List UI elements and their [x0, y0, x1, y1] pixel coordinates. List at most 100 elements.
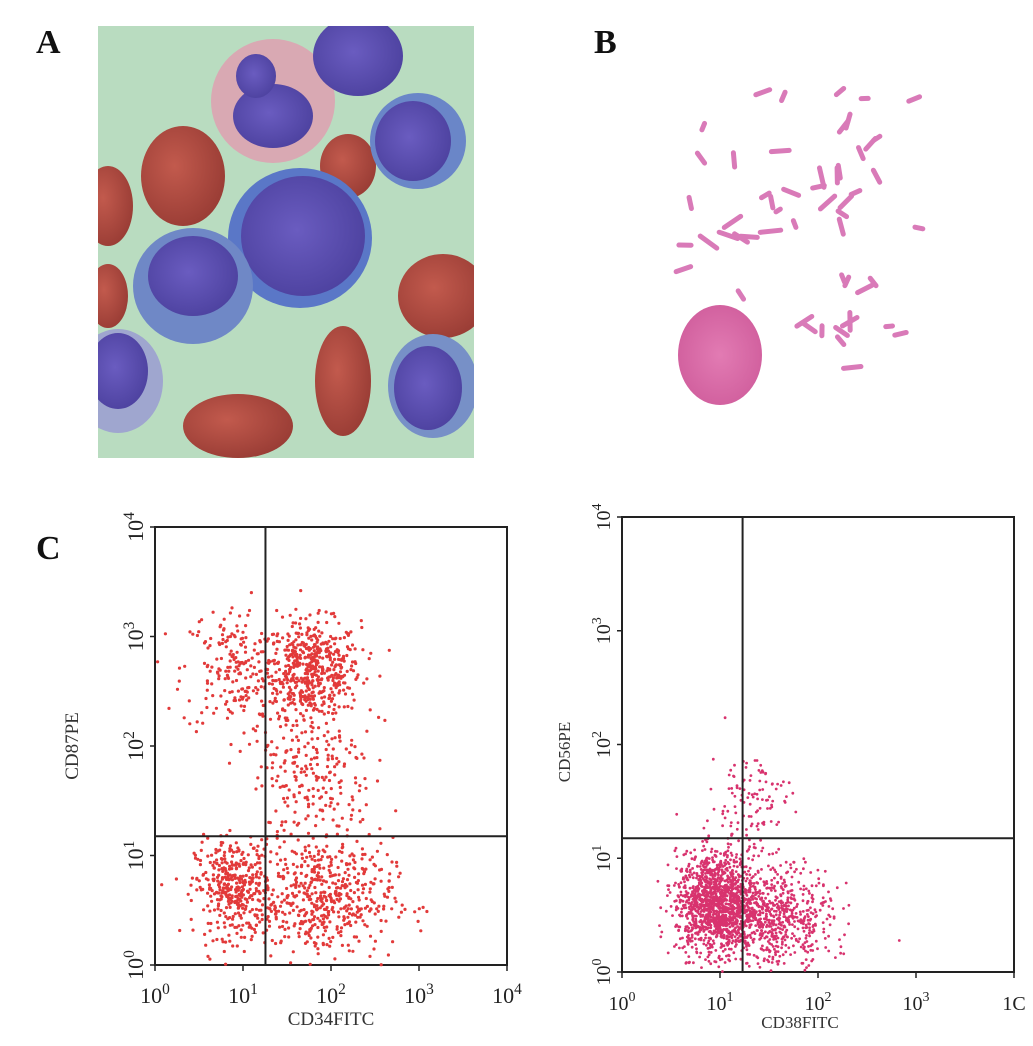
event-dot	[747, 964, 751, 968]
event-dot	[228, 665, 232, 669]
event-dot	[691, 918, 695, 922]
x-tick-label: 1C	[1002, 993, 1025, 1015]
event-dot	[301, 650, 305, 654]
event-dot	[737, 908, 740, 912]
event-dot	[818, 908, 822, 912]
event-dot	[242, 704, 247, 709]
event-dot	[308, 962, 312, 966]
interphase-nucleus	[678, 305, 762, 405]
event-dot	[312, 870, 317, 874]
event-dot	[351, 798, 355, 802]
event-dot	[331, 747, 335, 751]
event-dot	[261, 703, 265, 708]
event-dot	[303, 886, 307, 890]
event-dot	[335, 886, 339, 890]
event-dot	[739, 882, 743, 886]
event-dot	[747, 890, 751, 894]
event-dot	[261, 931, 265, 935]
event-dot	[731, 939, 735, 943]
event-dot	[805, 934, 808, 937]
event-dot	[760, 868, 763, 871]
event-dot	[287, 685, 291, 690]
event-dot	[317, 863, 321, 867]
event-dot	[347, 873, 351, 877]
event-dot	[329, 787, 333, 791]
event-dot	[310, 912, 314, 916]
event-dot	[204, 870, 208, 875]
event-dot	[220, 857, 224, 862]
event-dot	[341, 842, 345, 846]
event-dot	[733, 794, 737, 798]
event-dot	[274, 651, 278, 656]
event-dot	[684, 906, 688, 910]
event-dot	[217, 677, 221, 681]
event-dot	[342, 636, 346, 640]
event-dot	[311, 802, 315, 806]
event-dot	[688, 875, 692, 879]
event-dot	[716, 879, 719, 883]
event-dot	[717, 863, 721, 867]
event-dot	[335, 676, 339, 680]
event-dot	[718, 915, 721, 919]
event-dot	[761, 798, 764, 801]
event-dot	[345, 878, 350, 882]
event-dot	[301, 714, 305, 718]
event-dot	[724, 920, 727, 923]
event-dot	[755, 910, 758, 914]
event-dot	[220, 641, 224, 646]
event-dot	[260, 913, 264, 917]
event-dot	[291, 651, 295, 655]
event-dot	[675, 812, 679, 816]
event-dot	[779, 864, 782, 867]
event-dot	[279, 823, 284, 827]
event-dot	[304, 773, 308, 777]
event-dot	[258, 669, 262, 674]
event-dot	[318, 808, 322, 812]
event-dot	[244, 907, 248, 911]
event-dot	[734, 920, 738, 923]
event-dot	[754, 890, 758, 894]
event-dot	[314, 661, 318, 665]
event-dot	[729, 843, 733, 846]
event-dot	[704, 958, 707, 961]
event-dot	[223, 857, 227, 861]
event-dot	[387, 879, 391, 883]
event-dot	[284, 750, 288, 754]
event-dot	[715, 903, 719, 906]
chromosome	[856, 145, 866, 162]
event-dot	[821, 904, 825, 907]
event-dot	[192, 851, 196, 855]
event-dot	[206, 854, 210, 858]
event-dot	[720, 888, 724, 892]
event-dot	[230, 854, 234, 858]
event-dot	[239, 661, 243, 665]
event-dot	[306, 831, 311, 835]
event-dot	[294, 775, 298, 779]
event-dot	[316, 775, 320, 780]
chromosome	[836, 118, 851, 135]
event-dot	[284, 664, 288, 668]
event-dot	[808, 926, 811, 930]
event-dot	[701, 840, 704, 843]
event-dot	[311, 745, 315, 750]
event-dot	[228, 611, 232, 615]
event-dot	[793, 920, 796, 923]
event-dot	[333, 765, 337, 769]
event-dot	[363, 923, 367, 927]
event-dot	[368, 909, 372, 913]
event-dot	[786, 898, 790, 902]
event-dot	[260, 631, 264, 636]
event-dot	[346, 867, 350, 871]
event-dot	[765, 946, 769, 949]
event-dot	[286, 804, 290, 808]
event-dot	[704, 872, 707, 875]
event-dot	[351, 949, 355, 953]
event-dot	[666, 884, 670, 887]
event-dot	[303, 859, 307, 864]
event-dot	[731, 924, 735, 928]
event-dot	[294, 607, 298, 611]
event-dot	[734, 912, 738, 916]
event-dot	[260, 838, 264, 842]
event-dot	[269, 909, 273, 914]
event-dot	[328, 693, 332, 697]
